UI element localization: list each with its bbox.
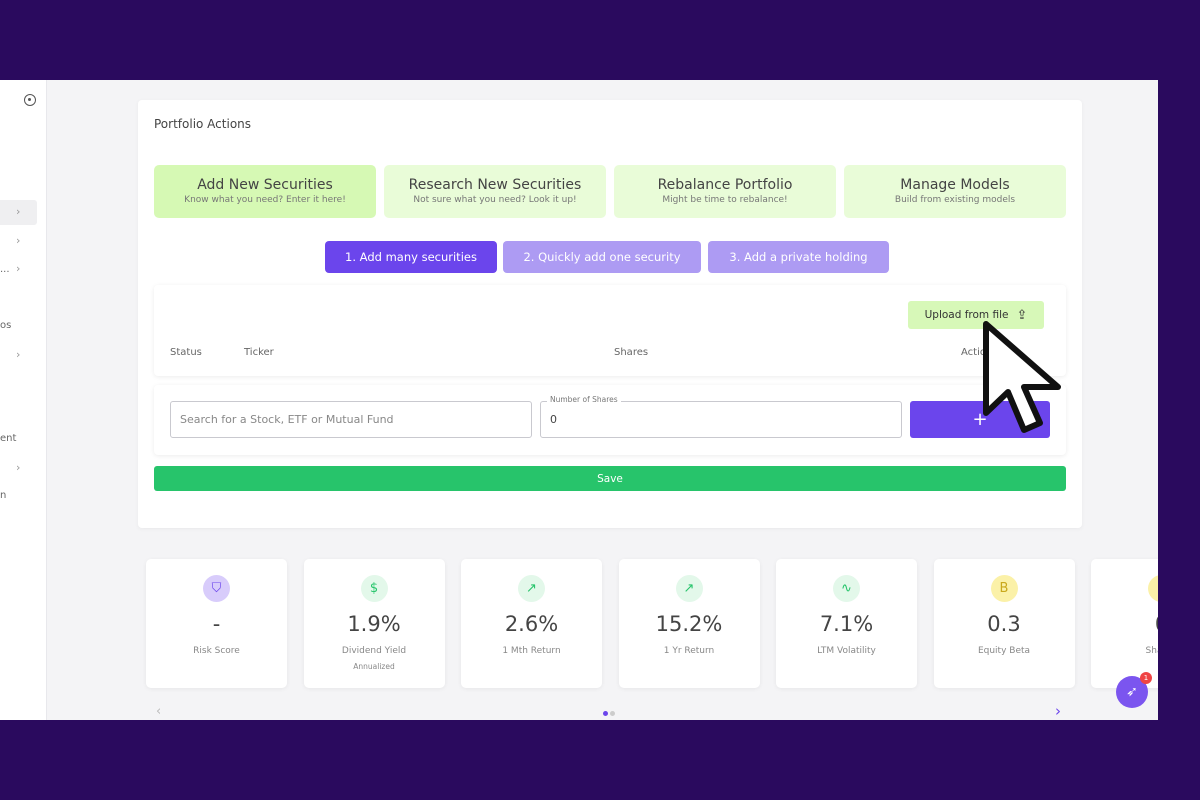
add-security-row: Search for a Stock, ETF or Mutual Fund N…: [154, 385, 1066, 455]
chevron-right-icon[interactable]: ›: [16, 461, 21, 474]
securities-table: Upload from file ⇪ Status Ticker Shares A…: [154, 285, 1066, 376]
metric-card: B 0.3 Equity Beta: [933, 559, 1075, 688]
chevron-right-icon[interactable]: ›: [16, 205, 21, 218]
metric-card: ↗ 15.2% 1 Yr Return: [618, 559, 760, 688]
collapse-icon[interactable]: [24, 94, 36, 106]
metric-card: ⛉ - Risk Score: [146, 559, 287, 688]
metric-value: 15.2%: [655, 612, 723, 636]
metric-label: Sharpe: [1145, 646, 1158, 656]
metric-label: 1 Yr Return: [663, 646, 715, 656]
tab-add-many-securities[interactable]: 1. Add many securities: [325, 241, 497, 273]
carousel-dot-active[interactable]: [603, 711, 608, 716]
chevron-right-icon[interactable]: ›: [16, 348, 21, 361]
activity-icon: ∿: [833, 575, 860, 602]
column-header-shares: Shares: [614, 347, 649, 358]
metric-label: Risk Score: [193, 646, 240, 656]
tab-quickly-add-one-security[interactable]: 2. Quickly add one security: [503, 241, 701, 273]
dollar-icon: $: [360, 575, 388, 602]
chat-launcher-button[interactable]: ➶ 1: [1116, 672, 1152, 708]
rocket-icon: ➶: [1126, 684, 1138, 700]
tile-manage-models[interactable]: Manage Models Build from existing models: [844, 165, 1066, 218]
sidebar-item-active[interactable]: [0, 200, 37, 225]
sidebar-item[interactable]: n: [0, 490, 7, 501]
tile-research-new-securities[interactable]: Research New Securities Not sure what you…: [384, 165, 606, 218]
column-header-status: Status: [170, 347, 202, 358]
metric-label: Equity Beta: [977, 646, 1031, 656]
tile-add-new-securities[interactable]: Add New Securities Know what you need? En…: [154, 165, 376, 218]
card-title: Portfolio Actions: [154, 117, 252, 131]
metric-card: ↗ 2.6% 1 Mth Return: [461, 559, 602, 688]
column-header-actions: Actions: [961, 347, 998, 358]
metric-label: LTM Volatility: [817, 646, 876, 656]
beta-icon: B: [990, 575, 1018, 602]
upload-icon: ⇪: [1016, 307, 1028, 323]
portfolio-actions-card: Portfolio Actions Add New Securities Know…: [138, 100, 1082, 528]
upload-from-file-button[interactable]: Upload from file ⇪: [908, 301, 1044, 329]
sidebar-item[interactable]: ...: [0, 264, 10, 275]
metric-value: 0: [1091, 612, 1158, 636]
metric-value: 7.1%: [819, 612, 874, 636]
shield-icon: ⛉: [203, 575, 230, 602]
chevron-right-icon[interactable]: ›: [16, 234, 21, 247]
metric-value: 2.6%: [504, 612, 559, 636]
tab-add-private-holding[interactable]: 3. Add a private holding: [708, 241, 889, 273]
metric-value: 1.9%: [347, 612, 401, 636]
mouse-cursor-icon: [983, 321, 1061, 433]
save-button[interactable]: Save: [154, 466, 1066, 491]
metric-value: 0.3: [987, 612, 1021, 636]
carousel-prev-icon[interactable]: ‹: [156, 704, 162, 719]
metric-card: ∿ 7.1% LTM Volatility: [776, 559, 917, 688]
app-screen: › › ... › os › ent › n Portfolio Actions…: [0, 80, 1158, 720]
metric-label: Dividend Yield: [341, 646, 407, 656]
metric-card: $ 1.9% Dividend Yield Annualized: [303, 559, 445, 688]
metric-sublabel: Annualized: [353, 662, 395, 671]
trending-up-icon: ↗: [518, 575, 545, 602]
sharpe-icon: [1148, 575, 1158, 602]
notification-badge: 1: [1140, 672, 1152, 684]
column-header-ticker: Ticker: [244, 347, 274, 358]
security-search-input[interactable]: Search for a Stock, ETF or Mutual Fund: [170, 401, 532, 438]
metric-card: 0 Sharpe: [1091, 559, 1158, 688]
number-of-shares-input[interactable]: Number of Shares 0: [540, 395, 902, 438]
sidebar-item[interactable]: ent: [0, 433, 17, 444]
sidebar-item[interactable]: os: [0, 320, 12, 331]
carousel-next-icon[interactable]: ›: [1055, 702, 1061, 720]
metric-value: -: [212, 612, 221, 636]
tile-rebalance-portfolio[interactable]: Rebalance Portfolio Might be time to reba…: [614, 165, 836, 218]
chevron-right-icon[interactable]: ›: [16, 262, 21, 275]
sidebar: › › ... › os › ent › n: [0, 80, 47, 720]
carousel-dot[interactable]: [610, 711, 615, 716]
metric-label: 1 Mth Return: [502, 646, 561, 656]
trending-up-icon: ↗: [675, 575, 703, 602]
